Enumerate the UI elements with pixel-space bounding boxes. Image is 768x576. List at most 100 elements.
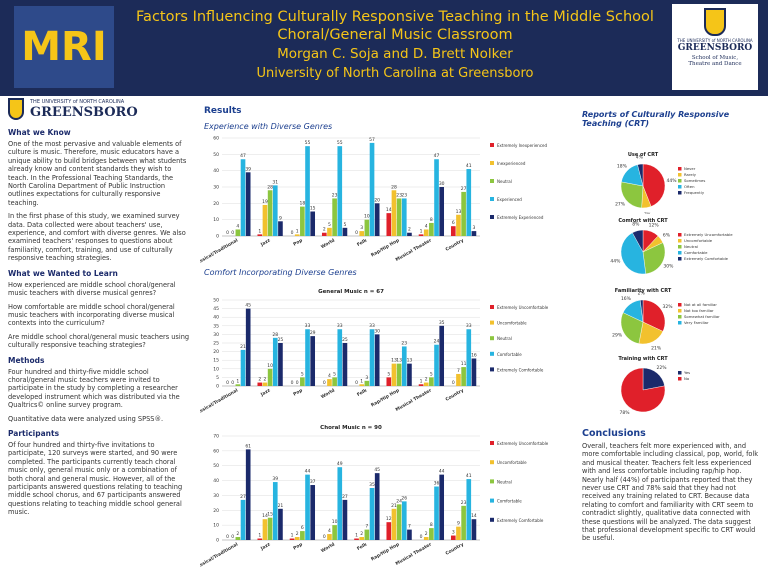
bar bbox=[466, 329, 472, 386]
value-label: 22% bbox=[656, 365, 667, 371]
legend-swatch bbox=[678, 173, 682, 177]
bar bbox=[450, 535, 456, 540]
x-tick-label: World bbox=[320, 388, 336, 401]
bar bbox=[235, 384, 241, 386]
legend-label: Comfortable bbox=[497, 499, 522, 504]
value-label: 0 bbox=[226, 230, 229, 236]
bar bbox=[439, 474, 445, 540]
legend-swatch bbox=[678, 179, 682, 183]
value-label: 1 bbox=[420, 378, 423, 384]
bar bbox=[461, 367, 466, 386]
value-label: 44 bbox=[305, 469, 311, 475]
legend-swatch bbox=[490, 498, 494, 503]
value-label: 18% bbox=[617, 164, 628, 170]
legend-label: Extremely Uncomfortable bbox=[497, 441, 549, 446]
paragraph: Four hundred and thirty-five middle scho… bbox=[8, 367, 180, 410]
y-tick-label: 0 bbox=[216, 384, 219, 390]
bar bbox=[434, 344, 439, 386]
x-tick-label: Pop bbox=[292, 541, 304, 551]
bar bbox=[359, 231, 365, 236]
value-label: 1 bbox=[291, 533, 294, 539]
value-label: 32% bbox=[662, 304, 673, 310]
legend-label: Neutral bbox=[497, 179, 512, 184]
x-tick-label: World bbox=[320, 238, 336, 251]
value-label: 7 bbox=[365, 524, 368, 530]
x-tick-label: Folk bbox=[356, 237, 369, 248]
bar bbox=[439, 187, 445, 236]
logo-line: THE UNIVERSITY of NORTH CAROLINA bbox=[30, 98, 125, 105]
legend-swatch bbox=[490, 351, 494, 356]
legend-label: Yes bbox=[684, 370, 690, 375]
value-label: 14 bbox=[471, 513, 477, 519]
x-tick-label: Jazz bbox=[259, 541, 272, 552]
bar bbox=[342, 499, 348, 540]
legend-label: Comfortable bbox=[497, 352, 522, 357]
bar bbox=[267, 368, 273, 386]
y-tick-label: 20 bbox=[213, 349, 219, 355]
value-label: 0 bbox=[296, 380, 299, 386]
value-label: 45 bbox=[245, 303, 251, 309]
value-label: 24 bbox=[434, 339, 440, 345]
value-label: 2% bbox=[638, 291, 646, 297]
value-label: 4 bbox=[236, 223, 239, 229]
value-label: 0 bbox=[323, 534, 326, 540]
value-label: 1 bbox=[258, 533, 261, 539]
value-label: 5 bbox=[333, 371, 336, 377]
value-label: 1 bbox=[420, 228, 423, 234]
value-label: 8 bbox=[430, 522, 433, 528]
bar bbox=[262, 382, 268, 386]
pie-slice bbox=[642, 299, 666, 332]
value-label: 9 bbox=[279, 215, 282, 221]
legend-swatch bbox=[490, 517, 494, 522]
value-label: 2 bbox=[236, 531, 239, 537]
chart-title: Training with CRT bbox=[618, 356, 668, 362]
bar bbox=[396, 198, 402, 236]
value-label: 25 bbox=[278, 337, 284, 343]
x-tick-label: Classical/Traditional bbox=[200, 541, 240, 570]
pie-slice bbox=[620, 367, 666, 413]
legend-label: Extremely Uncomfortable bbox=[684, 232, 733, 237]
value-label: 23 bbox=[332, 192, 338, 198]
value-label: 6 bbox=[452, 220, 455, 226]
pie-slice bbox=[620, 232, 646, 275]
conclusions-heading: Conclusions bbox=[582, 428, 646, 439]
value-label: 29% bbox=[612, 333, 623, 339]
chart-heading: Experience with Diverse Genres bbox=[204, 122, 333, 131]
legend-swatch bbox=[678, 321, 682, 325]
bar bbox=[386, 213, 392, 236]
value-label: 14 bbox=[386, 207, 392, 213]
chart: Familiarity with CRT 32% 21% 29% 16% 2% Not at… bbox=[612, 288, 720, 351]
legend-label: Extremely Comfortable bbox=[497, 367, 544, 372]
bar bbox=[300, 377, 305, 386]
paragraph: How experienced are middle school choral… bbox=[8, 280, 176, 298]
value-label: 30 bbox=[374, 328, 380, 334]
value-label: 12 bbox=[386, 516, 392, 522]
bar bbox=[300, 206, 305, 236]
legend-swatch bbox=[490, 161, 494, 165]
x-tick-label: Pop bbox=[292, 387, 304, 397]
x-tick-label: Folk bbox=[356, 387, 369, 398]
value-label: 5 bbox=[343, 222, 346, 228]
value-label: 14 bbox=[262, 513, 268, 519]
legend-label: Comfortable bbox=[684, 250, 708, 255]
value-label: 4% bbox=[636, 155, 644, 161]
bar bbox=[305, 474, 310, 540]
x-tick-label: Classical/Traditional bbox=[200, 237, 240, 266]
value-label: 33 bbox=[337, 323, 343, 329]
bar bbox=[310, 336, 316, 386]
value-label: 28 bbox=[272, 332, 278, 338]
legend-label: Extremely Experienced bbox=[497, 215, 544, 220]
pie-slice bbox=[620, 181, 644, 209]
value-label: 1 bbox=[355, 533, 358, 539]
bar bbox=[235, 537, 241, 540]
chart-title: Familiarity with CRT bbox=[615, 288, 672, 294]
x-tick-label: Rap/Hip Hop bbox=[370, 237, 401, 258]
value-label: 0 bbox=[291, 230, 294, 236]
bar bbox=[434, 159, 439, 236]
bar bbox=[456, 373, 461, 386]
value-label: 1 bbox=[360, 378, 363, 384]
logo-line: GREENSBORO bbox=[677, 43, 753, 53]
